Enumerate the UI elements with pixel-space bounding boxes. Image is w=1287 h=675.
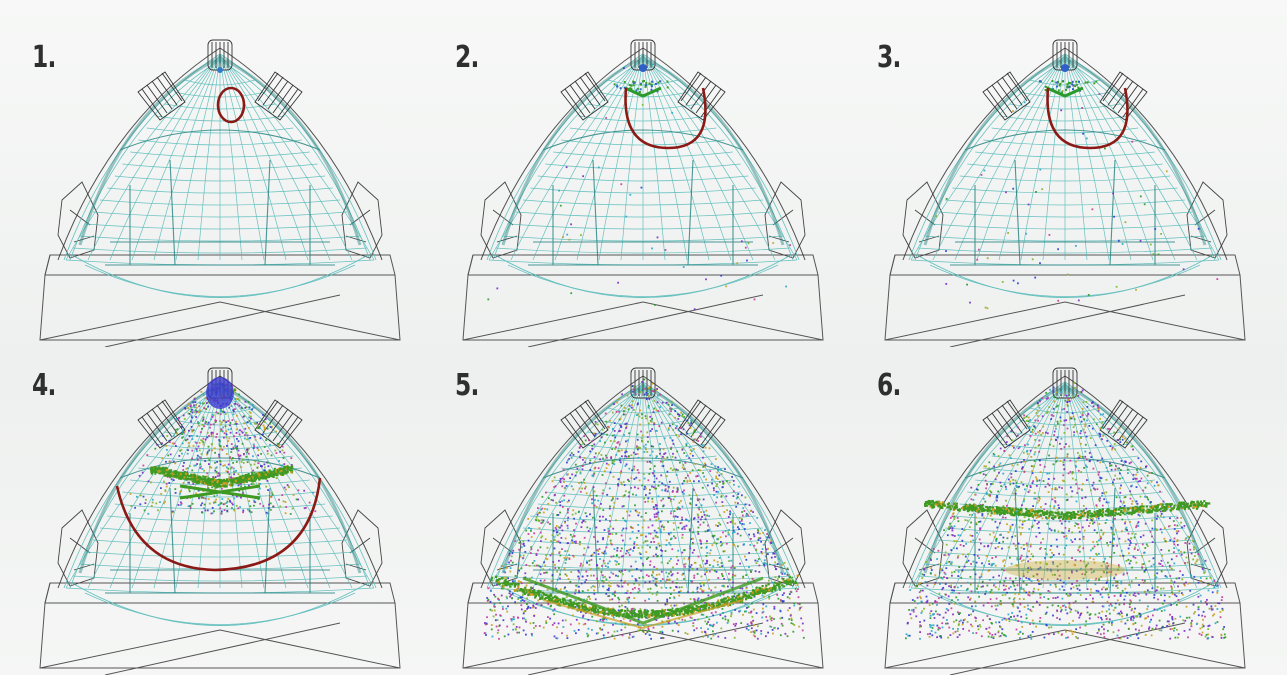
upper-canisters (982, 399, 1148, 449)
panel-4: 4. (10, 338, 430, 675)
capsule-model (884, 39, 1246, 347)
wireframe-render-2 (462, 39, 824, 347)
nozzle-fill (206, 377, 234, 409)
particle-cloud (935, 84, 1219, 310)
top-nozzle (207, 39, 233, 71)
dome-mesh (57, 47, 383, 298)
base-frame (39, 254, 401, 347)
top-nozzle (1052, 39, 1078, 71)
particle-seam (490, 574, 799, 630)
wireframe-render-1 (39, 39, 401, 347)
wireframe-render-3 (884, 39, 1246, 347)
wetting-front (216, 86, 246, 124)
wetting-front (115, 477, 322, 572)
particle-seam (149, 464, 294, 500)
step-label-4: 4. (32, 368, 56, 403)
upper-canisters (560, 399, 726, 449)
wetting-front (1046, 87, 1129, 150)
panel-6: 6. (855, 338, 1275, 675)
initial-spray (613, 64, 669, 98)
panel-2: 2. (433, 10, 853, 347)
inner-structure (78, 58, 362, 266)
dome-mesh (902, 47, 1228, 298)
particle-cloud (905, 382, 1227, 640)
panel-3: 3. (855, 10, 1275, 347)
step-label-6: 6. (877, 368, 901, 403)
capsule-model (462, 367, 824, 675)
step-label-3: 3. (877, 40, 901, 75)
base-frame (884, 254, 1246, 347)
inner-structure (501, 58, 785, 266)
capsule-model (39, 367, 401, 675)
wireframe-render-4 (39, 367, 401, 675)
inner-structure (923, 58, 1207, 266)
wireframe-render-6 (884, 367, 1246, 675)
upper-canisters (137, 71, 303, 121)
particle-seam (924, 499, 1211, 580)
dome-mesh (480, 47, 806, 298)
wetting-front (624, 87, 707, 150)
particle-cloud (487, 63, 791, 311)
base-frame (39, 582, 401, 675)
panel-1: 1. (10, 10, 430, 347)
wireframe-render-5 (462, 367, 824, 675)
side-pods (480, 509, 806, 587)
panel-5: 5. (433, 338, 853, 675)
inlet-point (217, 67, 223, 73)
capsule-model (462, 39, 824, 347)
step-label-5: 5. (455, 368, 479, 403)
step-label-1: 1. (32, 40, 56, 75)
particle-cloud (483, 378, 805, 640)
capsule-model (884, 367, 1246, 675)
capsule-model (39, 39, 401, 347)
base-frame (462, 254, 824, 347)
base-frame (884, 582, 1246, 675)
step-label-2: 2. (455, 40, 479, 75)
initial-spray (1038, 64, 1098, 98)
